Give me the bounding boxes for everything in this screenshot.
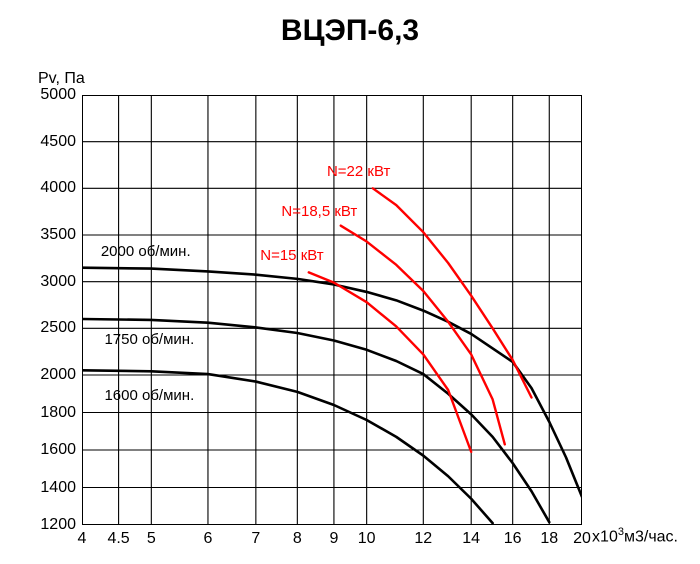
y-tick-label: 3500 (16, 226, 76, 244)
chart-plot-area (82, 95, 582, 525)
x-tick-label: 20 (562, 530, 602, 548)
y-tick-label: 4500 (16, 133, 76, 151)
x-axis-label: x103м3/час. (592, 526, 678, 546)
fan-curve-label: 2000 об/мин. (101, 243, 191, 260)
y-tick-label: 1800 (16, 404, 76, 422)
x-tick-label: 10 (347, 530, 387, 548)
power-curve-label: N=18,5 кВт (281, 203, 357, 220)
fan-curve-label: 1750 об/мин. (104, 331, 194, 348)
y-tick-label: 3000 (16, 273, 76, 291)
power-curve-label: N=22 кВт (327, 163, 390, 180)
x-tick-label: 5 (131, 530, 171, 548)
x-tick-label: 14 (451, 530, 491, 548)
y-tick-label: 5000 (16, 86, 76, 104)
y-tick-label: 2500 (16, 319, 76, 337)
x-tick-label: 4 (62, 530, 102, 548)
y-tick-label: 1600 (16, 441, 76, 459)
y-tick-label: 4000 (16, 179, 76, 197)
x-tick-label: 8 (277, 530, 317, 548)
y-tick-label: 1400 (16, 479, 76, 497)
fan-curve-label: 1600 об/мин. (104, 387, 194, 404)
x-tick-label: 7 (236, 530, 276, 548)
x-tick-label: 12 (403, 530, 443, 548)
x-tick-label: 16 (493, 530, 533, 548)
page-title: ВЦЭП-6,3 (0, 14, 700, 48)
y-tick-label: 2000 (16, 366, 76, 384)
x-tick-label: 6 (188, 530, 228, 548)
power-curve-label: N=15 кВт (260, 247, 323, 264)
